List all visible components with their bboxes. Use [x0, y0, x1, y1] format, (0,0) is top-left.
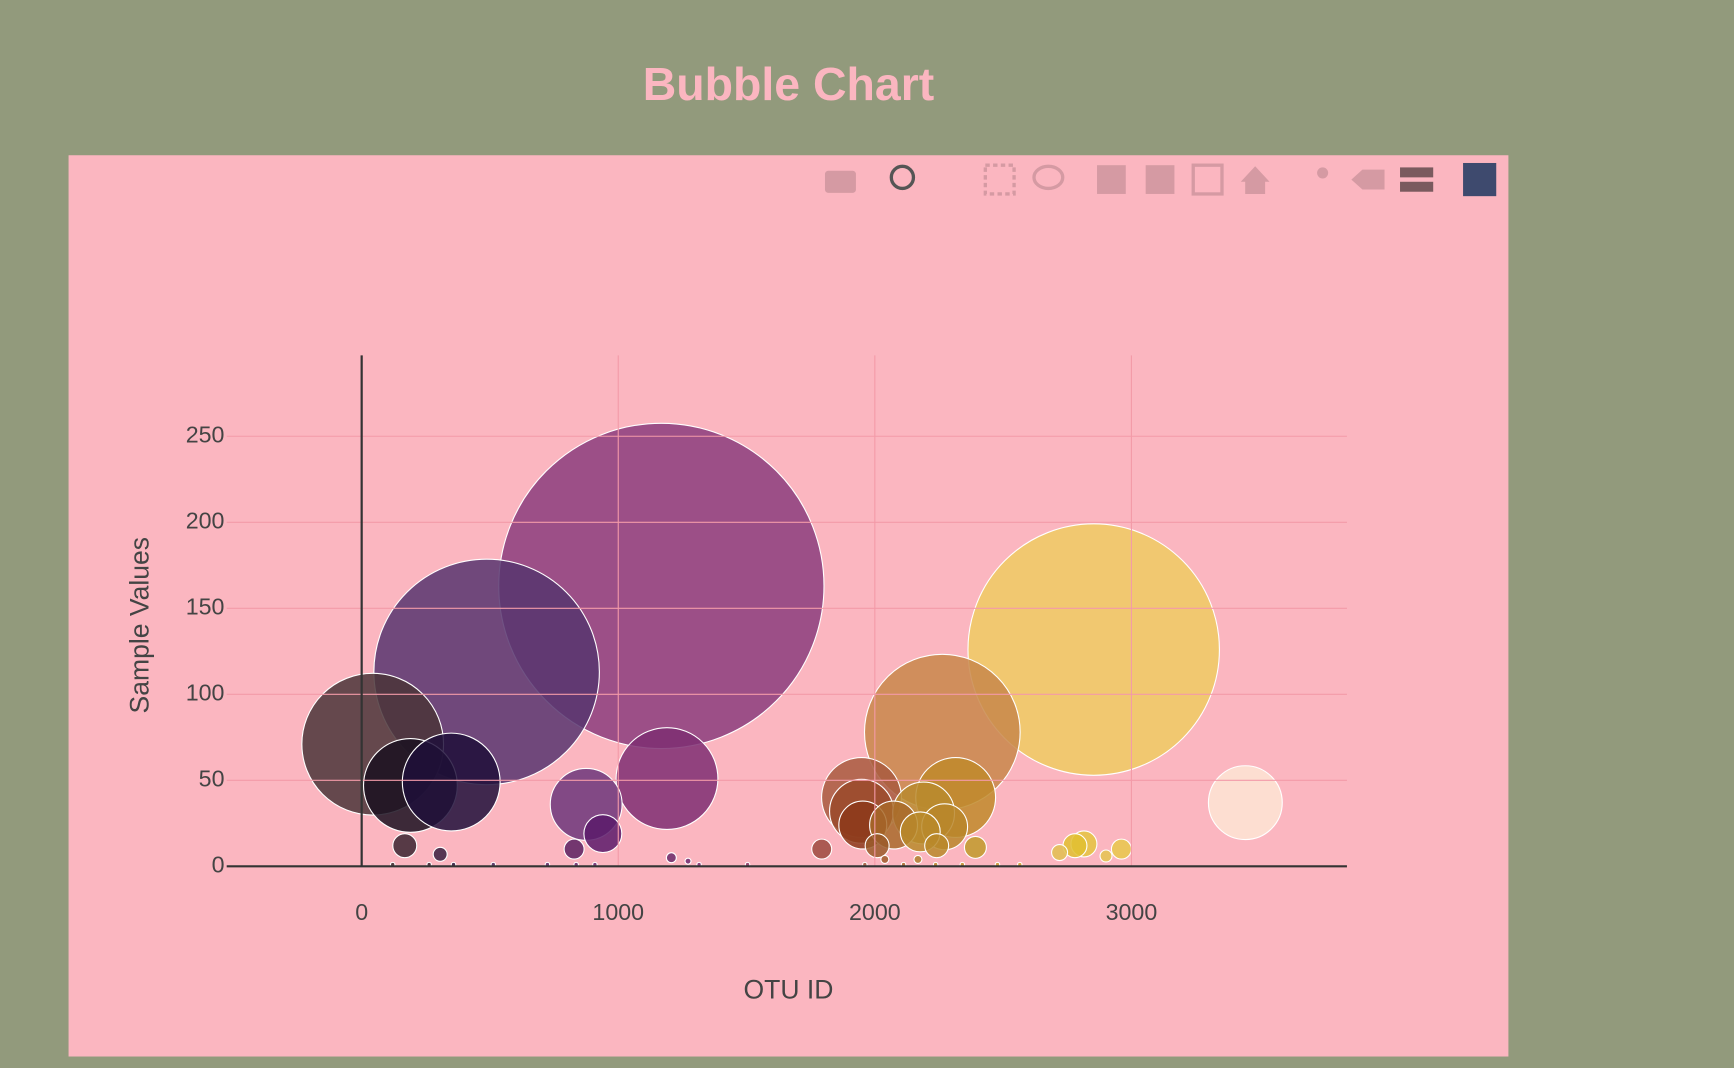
box-select-button[interactable] [983, 163, 1016, 196]
zoom-out-button[interactable] [1145, 165, 1175, 194]
hover-compare-button[interactable] [1400, 167, 1434, 178]
y-axis-title: Sample Values [125, 537, 155, 713]
grid [226, 355, 1347, 868]
hover-compare-button-part [1400, 181, 1434, 192]
y-tick-label: 50 [199, 765, 225, 791]
bubble [563, 838, 585, 860]
x-tick-label: 3000 [1106, 899, 1158, 925]
y-tick-label: 250 [186, 421, 225, 447]
camera-button[interactable] [824, 170, 856, 193]
bubble [432, 846, 448, 862]
bubble [583, 814, 623, 854]
y-tick-label: 0 [212, 851, 225, 877]
plotly-logo[interactable] [1463, 162, 1497, 197]
y-tick-label: 100 [186, 679, 225, 705]
chart-title: Bubble Chart [643, 58, 935, 110]
bubble [1099, 849, 1113, 863]
bubble [1110, 838, 1132, 860]
bubble [880, 854, 890, 864]
bubble [963, 835, 987, 859]
hover-closest-button[interactable] [1351, 169, 1385, 190]
bubble [1207, 765, 1283, 841]
zoom-button[interactable] [889, 164, 916, 191]
x-tick-label: 2000 [849, 899, 901, 925]
bubble [665, 852, 677, 864]
bubble [811, 838, 833, 860]
modebar [824, 162, 1497, 197]
x-axis-title: OTU ID [744, 974, 834, 1004]
x-tick-label: 0 [355, 899, 368, 925]
y-tick-label: 200 [186, 507, 225, 533]
x-tick-label: 1000 [592, 899, 644, 925]
bubble [392, 833, 418, 859]
bubble [967, 523, 1220, 776]
y-tick-label: 150 [186, 593, 225, 619]
autoscale-button[interactable] [1191, 163, 1224, 196]
bubble [684, 857, 692, 865]
bubble [864, 833, 890, 859]
bubble [1051, 844, 1069, 862]
bubble [401, 732, 501, 832]
spike-button[interactable] [1317, 167, 1329, 179]
plot-area [301, 422, 1283, 868]
reset-button[interactable] [1240, 166, 1270, 194]
bubble [615, 727, 719, 831]
zoom-in-button[interactable] [1097, 165, 1126, 194]
lasso-button[interactable] [1032, 164, 1065, 191]
bubble [913, 854, 923, 864]
bubble [924, 833, 950, 859]
